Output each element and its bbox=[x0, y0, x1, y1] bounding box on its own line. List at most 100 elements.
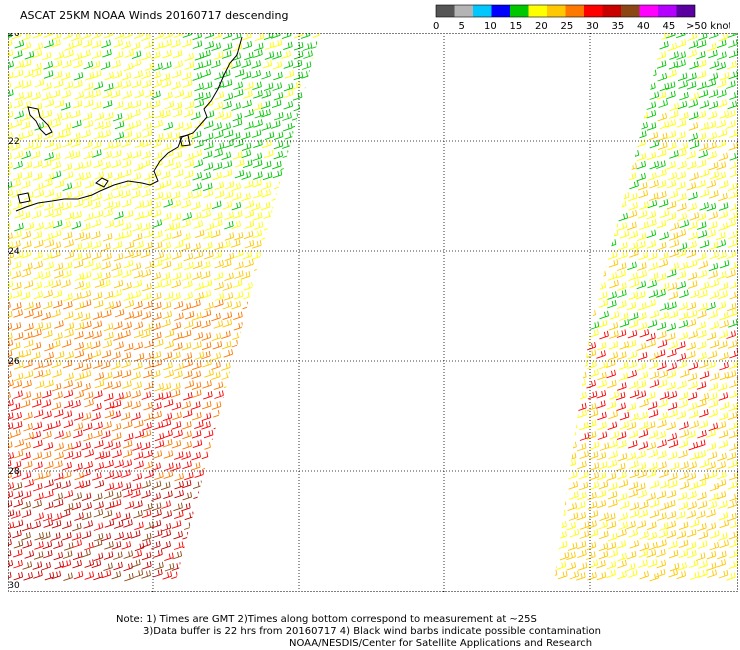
wind-barb bbox=[728, 360, 739, 370]
wind-barb bbox=[569, 491, 579, 500]
wind-barb bbox=[667, 69, 677, 78]
wind-barb bbox=[111, 541, 122, 550]
wind-barb bbox=[598, 221, 609, 230]
wind-barb bbox=[194, 469, 205, 478]
wind-barb bbox=[12, 411, 22, 421]
wind-barb bbox=[676, 352, 687, 362]
wind-barb bbox=[283, 430, 293, 440]
wind-barb bbox=[727, 500, 738, 509]
wind-barb bbox=[124, 311, 135, 320]
wind-barb bbox=[23, 280, 34, 289]
wind-barb bbox=[646, 299, 656, 308]
wind-barb bbox=[223, 129, 234, 139]
wind-barb bbox=[51, 279, 62, 289]
wind-barb bbox=[143, 369, 153, 379]
wind-barb bbox=[578, 360, 588, 369]
wind-barb bbox=[214, 281, 224, 291]
wind-barb bbox=[23, 262, 33, 272]
wind-barb bbox=[719, 539, 729, 549]
wind-barb bbox=[112, 370, 123, 379]
wind-barb bbox=[577, 402, 587, 412]
wind-barb bbox=[666, 179, 677, 189]
wind-barb bbox=[698, 89, 709, 99]
wind-barb bbox=[708, 89, 719, 98]
wind-barb bbox=[709, 190, 719, 199]
wind-barb bbox=[121, 351, 132, 361]
wind-barb bbox=[224, 272, 234, 282]
wind-barb bbox=[241, 149, 252, 159]
wind-barb bbox=[283, 41, 293, 51]
wind-barb bbox=[150, 99, 161, 109]
wind-barb bbox=[204, 301, 214, 311]
wind-barb bbox=[62, 520, 72, 530]
wind-barb bbox=[638, 111, 649, 121]
wind-barb bbox=[283, 82, 294, 92]
wind-barb bbox=[566, 40, 577, 50]
wind-barb bbox=[577, 80, 588, 90]
wind-barb bbox=[31, 341, 42, 351]
wind-barb bbox=[191, 320, 202, 330]
wind-barb bbox=[21, 150, 31, 160]
wind-barb bbox=[274, 539, 285, 548]
wind-barb bbox=[121, 541, 132, 550]
wind-barb bbox=[579, 530, 590, 539]
wind-barb bbox=[111, 570, 122, 580]
wind-barb bbox=[607, 272, 618, 281]
wind-barb bbox=[64, 42, 74, 51]
wind-barb bbox=[141, 311, 152, 320]
wind-barb bbox=[321, 389, 330, 397]
wind-barb bbox=[719, 371, 730, 381]
wind-barb bbox=[302, 189, 313, 199]
wind-barb bbox=[123, 292, 134, 302]
wind-barb bbox=[261, 522, 271, 532]
wind-barb bbox=[231, 550, 242, 559]
wind-barb bbox=[93, 360, 103, 369]
wind-barb bbox=[161, 170, 171, 180]
wind-barb bbox=[323, 61, 332, 69]
wind-barb bbox=[22, 379, 32, 389]
wind-barb bbox=[72, 551, 83, 561]
wind-barb bbox=[201, 69, 211, 78]
wind-barb bbox=[311, 508, 320, 518]
wind-barb bbox=[556, 201, 567, 211]
wind-barb bbox=[697, 33, 708, 41]
wind-barb bbox=[182, 79, 193, 88]
wind-barb bbox=[559, 212, 569, 222]
wind-barb bbox=[111, 432, 122, 441]
legend-label: 5 bbox=[459, 21, 465, 32]
wind-barb bbox=[648, 360, 659, 370]
wind-barb bbox=[293, 569, 304, 578]
wind-barb bbox=[596, 252, 606, 261]
wind-barb bbox=[122, 380, 132, 389]
wind-barb bbox=[64, 351, 74, 360]
wind-barb bbox=[203, 132, 214, 142]
right-swath-wind-barbs bbox=[553, 33, 740, 582]
wind-barb bbox=[322, 439, 331, 447]
wind-barb bbox=[72, 242, 83, 252]
wind-barb bbox=[646, 229, 657, 239]
wind-barb bbox=[61, 111, 72, 121]
wind-barb bbox=[553, 82, 559, 92]
wind-barb bbox=[588, 409, 599, 418]
wind-barb bbox=[111, 511, 121, 521]
wind-barb bbox=[596, 350, 606, 359]
wind-barb bbox=[112, 470, 122, 480]
wind-barb bbox=[21, 80, 32, 89]
wind-barb bbox=[182, 491, 193, 501]
wind-barb bbox=[596, 92, 606, 102]
wind-barb bbox=[304, 309, 314, 318]
wind-barb bbox=[323, 322, 332, 330]
wind-barb bbox=[687, 49, 697, 58]
wind-barb bbox=[567, 292, 577, 302]
wind-barb bbox=[729, 389, 739, 399]
wind-barb bbox=[566, 562, 577, 571]
wind-barb bbox=[596, 270, 607, 279]
wind-barb bbox=[73, 59, 83, 69]
wind-barb bbox=[263, 33, 274, 41]
wind-barb bbox=[131, 172, 142, 181]
wind-barb bbox=[260, 100, 271, 110]
wind-barb bbox=[615, 391, 626, 401]
wind-barb bbox=[303, 200, 313, 210]
wind-barb bbox=[113, 269, 123, 278]
wind-barb bbox=[51, 382, 62, 392]
